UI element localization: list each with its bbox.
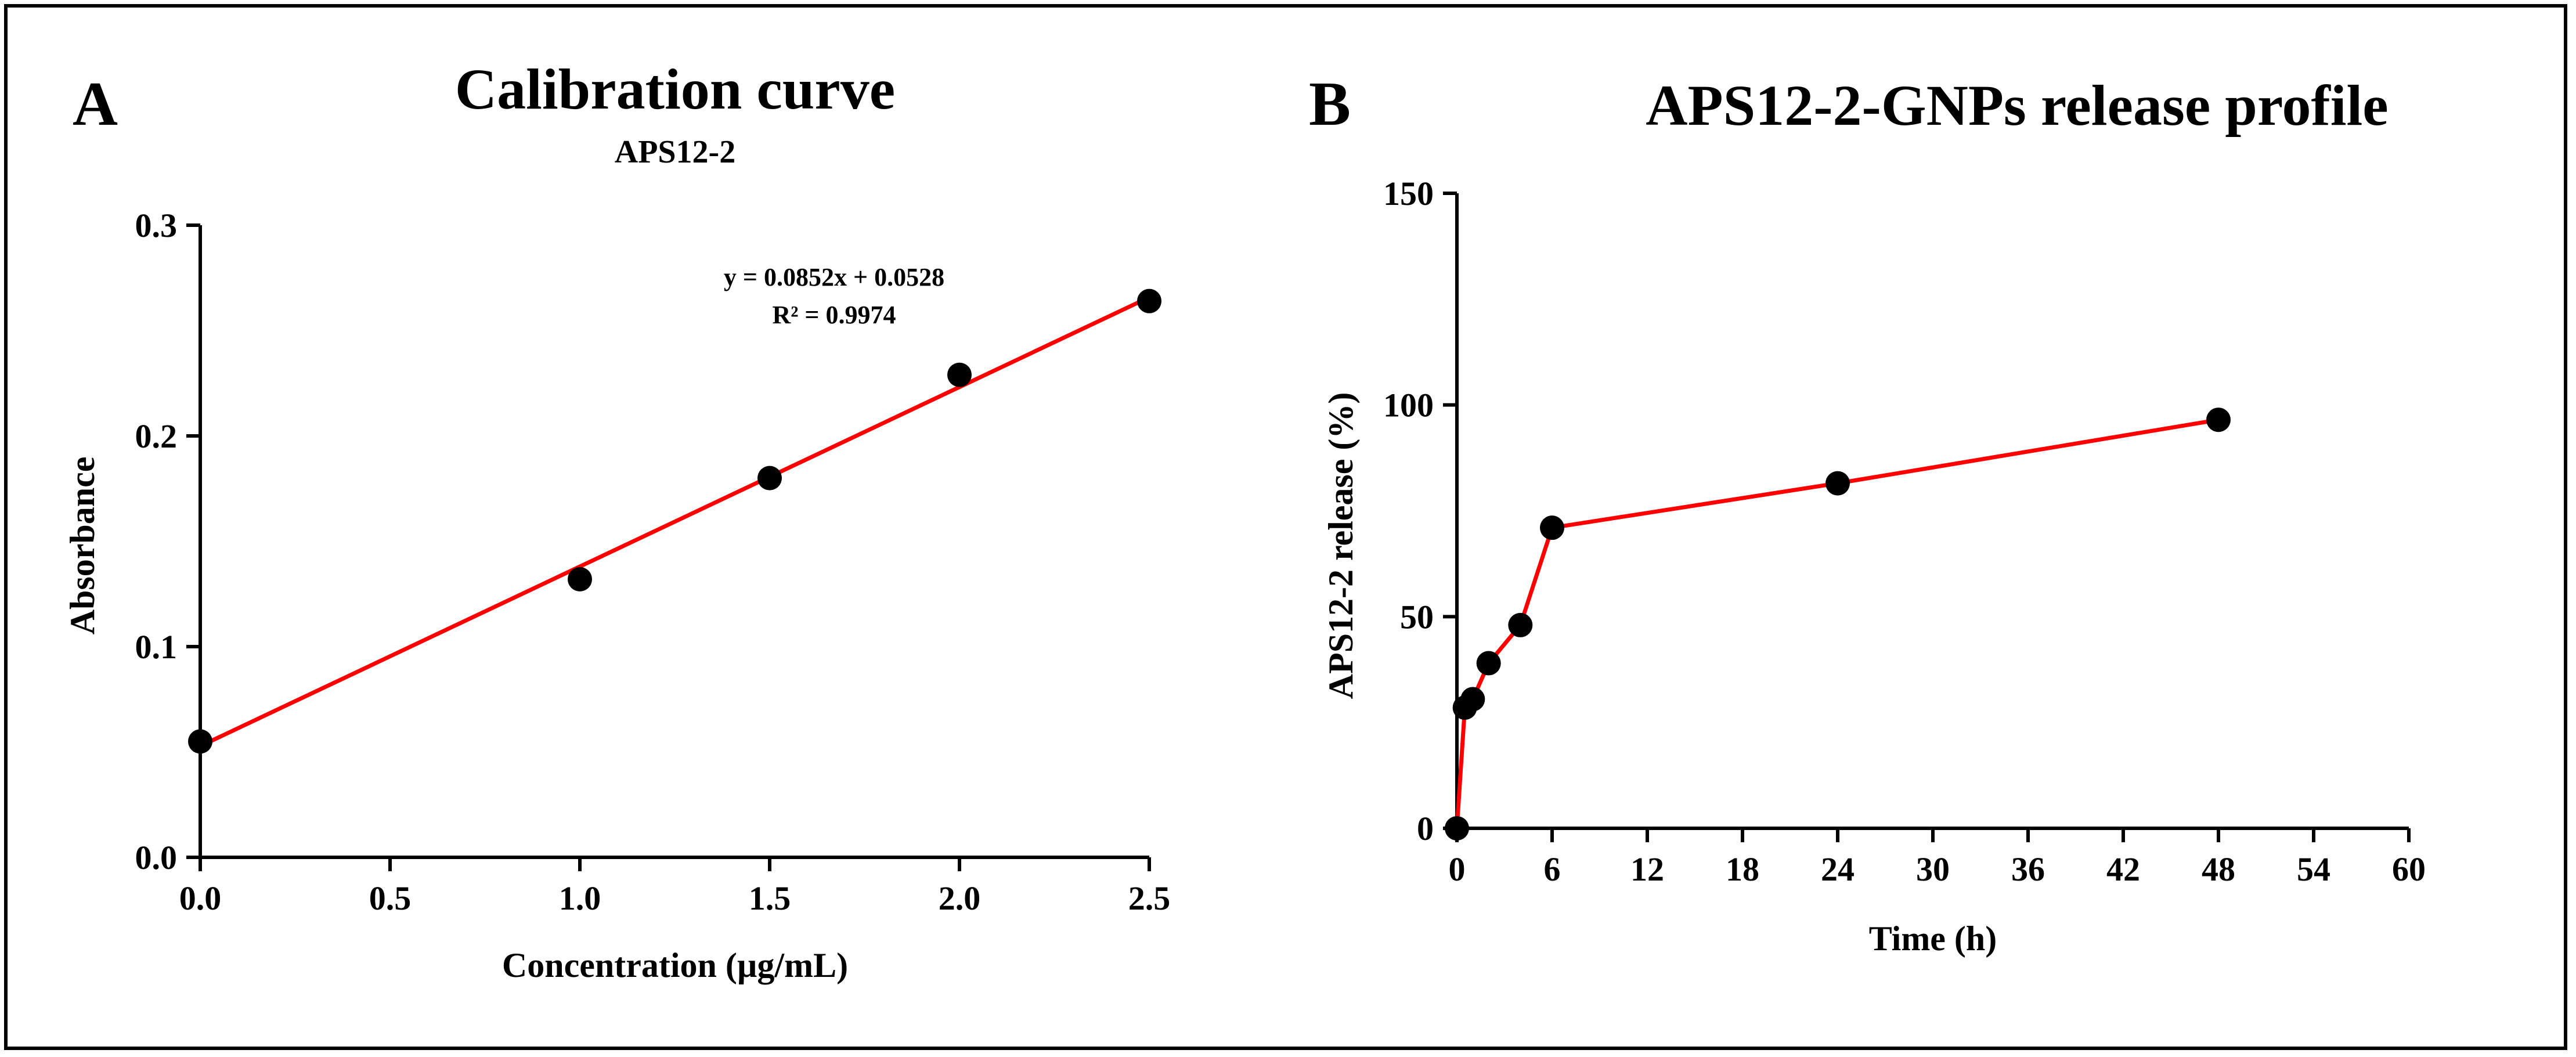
- panel-a-data-point: [1137, 288, 1161, 313]
- panel-b-x-tick-label: 60: [2392, 850, 2426, 888]
- panel-a-x-tick-label: 0.0: [179, 879, 222, 917]
- panel-a-y-axis-label: Absorbance: [63, 457, 102, 635]
- panel-b-data-point: [1540, 515, 1564, 540]
- panel-b-x-tick-label: 42: [2106, 850, 2140, 888]
- figure-frame: [4, 4, 2567, 1050]
- panel-b-data-point: [1508, 612, 1533, 637]
- panel-a-fit-line: [199, 295, 1150, 748]
- panel-a-data-point: [947, 362, 972, 387]
- panel-a-x-tick-label: 1.0: [559, 879, 601, 917]
- panel-a-y-tick-label: 0.2: [135, 417, 178, 455]
- panel-a-y-tick-label: 0.1: [135, 628, 178, 666]
- panel-b-x-tick-label: 0: [1449, 850, 1466, 888]
- panel-a-title: Calibration curve: [455, 57, 895, 121]
- panel-b-x-tick-label: 18: [1726, 850, 1759, 888]
- panel-a-y-tick-label: 0.0: [135, 839, 178, 876]
- panel-b-x-tick-label: 36: [2011, 850, 2045, 888]
- panel-b-x-tick-label: 48: [2202, 850, 2235, 888]
- panel-b-data-point: [1476, 651, 1501, 676]
- panel-a-x-tick-label: 2.5: [1128, 879, 1171, 917]
- panel-a-data-point: [568, 567, 592, 591]
- panel-a-plot-area: 0.0 0.5 1.0 1.5 2.0 2.5 0.0 0.1 0.2 0.3: [135, 207, 1171, 917]
- panel-a-x-tick-label: 1.5: [749, 879, 791, 917]
- panel-b-x-tick-label: 24: [1821, 850, 1855, 888]
- panel-b-title: APS12-2-GNPs release profile: [1646, 73, 2388, 138]
- panel-b-y-tick-label: 0: [1417, 810, 1434, 847]
- panel-b-data-point: [1460, 687, 1485, 712]
- panel-a-subtitle: APS12-2: [615, 134, 735, 170]
- panel-a-y-tick-label: 0.3: [135, 207, 178, 244]
- panel-b-data-point: [2206, 407, 2231, 432]
- panel-a-x-tick-label: 2.0: [939, 879, 981, 917]
- panel-a-r-squared: R² = 0.9974: [772, 301, 896, 329]
- panel-b-x-tick-label: 30: [1916, 850, 1950, 888]
- panel-a-data-point: [757, 466, 782, 490]
- panel-b-release-chart: B APS12-2-GNPs release profile Time (h) …: [1309, 70, 2426, 958]
- panel-a-x-tick-label: 0.5: [369, 879, 412, 917]
- panel-a-x-axis-label: Concentration (µg/mL): [502, 946, 848, 984]
- panel-b-y-tick-label: 100: [1383, 387, 1434, 424]
- panel-a-letter: A: [73, 70, 118, 139]
- panel-b-x-tick-label: 6: [1544, 850, 1561, 888]
- panel-b-y-axis-label: APS12-2 release (%): [1322, 392, 1360, 699]
- panel-b-data-point: [1825, 471, 1850, 496]
- panel-a-calibration-chart: A Calibration curve APS12-2 Concentratio…: [63, 57, 1170, 984]
- panel-b-letter: B: [1309, 70, 1351, 139]
- panel-b-x-axis-label: Time (h): [1869, 919, 1997, 958]
- panel-b-plot-area: 0 6 12 18 24 30 36 42 48 54 60 0 50 100 150: [1383, 175, 2426, 888]
- panel-a-data-point: [188, 729, 212, 754]
- panel-b-x-tick-label: 54: [2297, 850, 2330, 888]
- panel-b-data-point: [1445, 816, 1469, 840]
- panel-b-x-tick-label: 12: [1630, 850, 1664, 888]
- panel-a-fit-equation: y = 0.0852x + 0.0528: [724, 263, 944, 291]
- panel-b-y-tick-label: 50: [1400, 598, 1434, 636]
- panel-b-y-tick-label: 150: [1383, 175, 1434, 212]
